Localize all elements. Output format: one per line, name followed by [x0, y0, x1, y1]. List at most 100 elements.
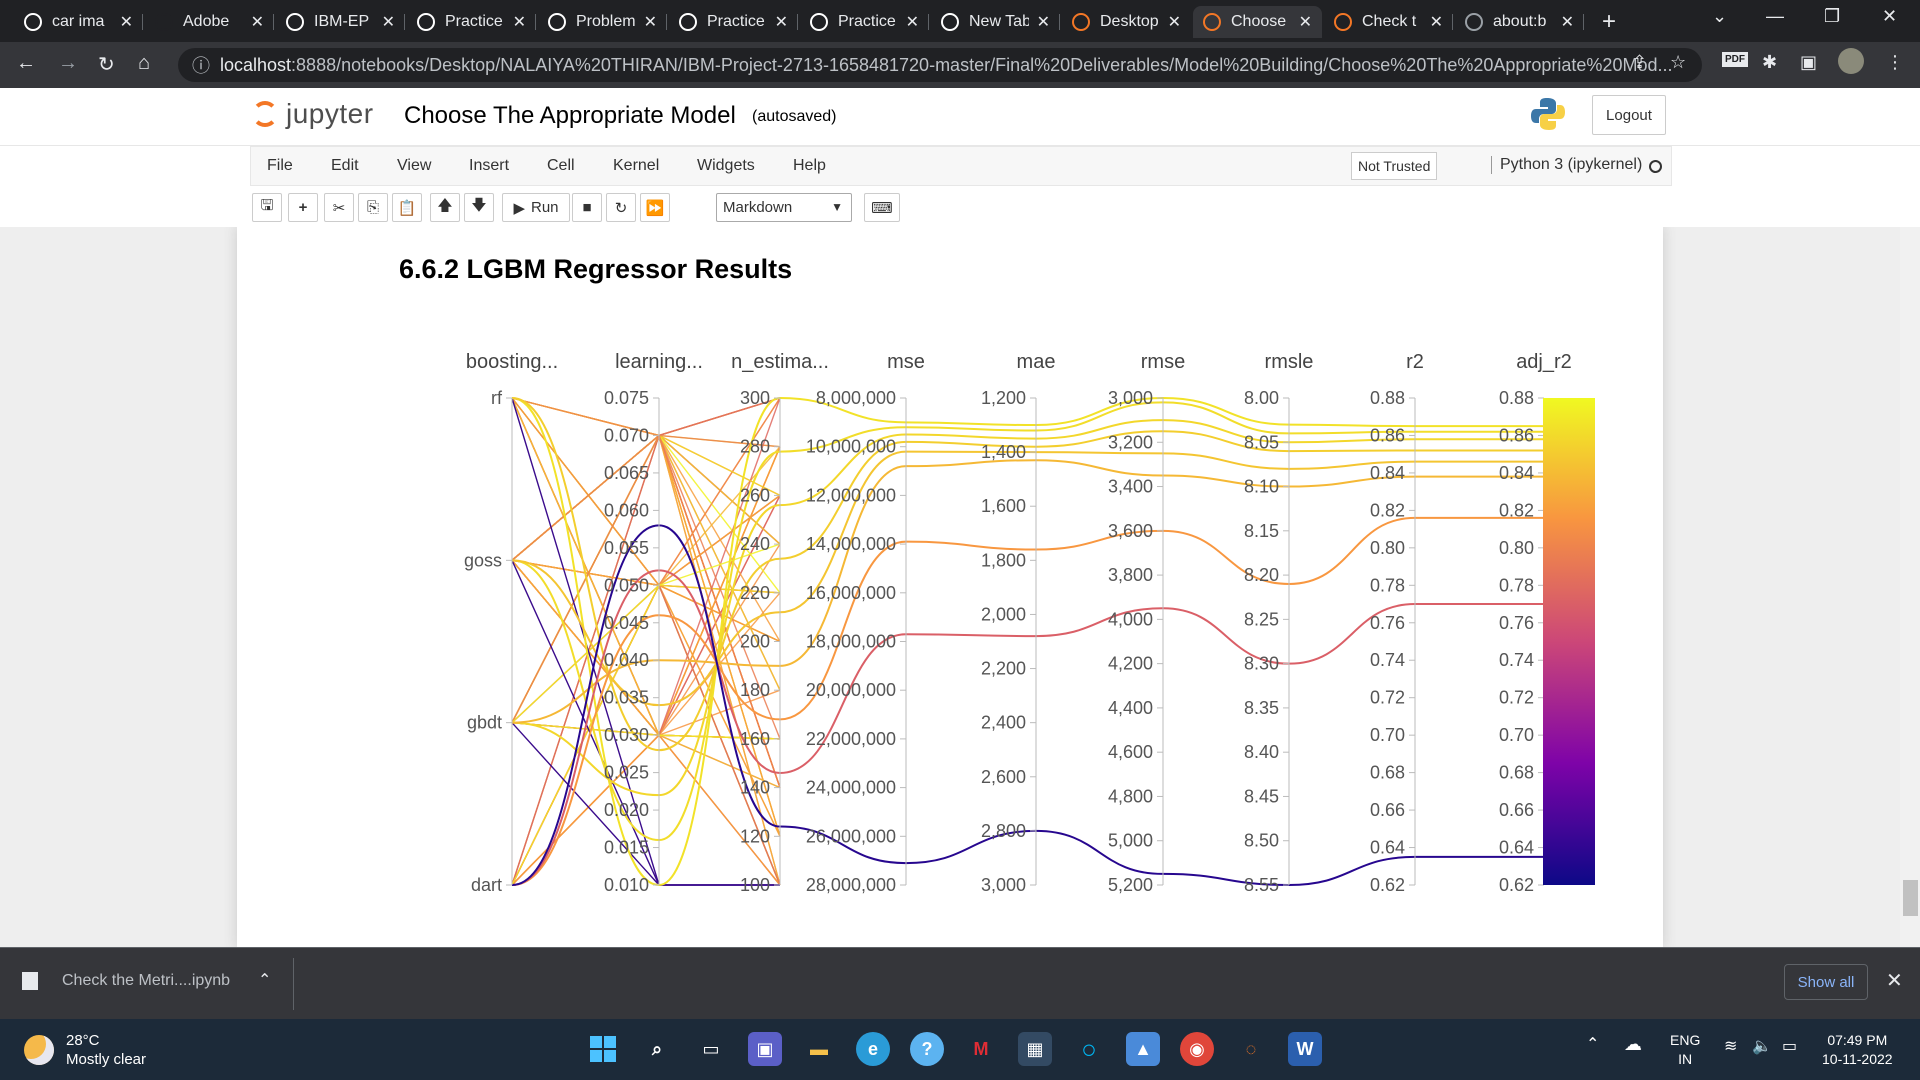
- address-bar[interactable]: ⓘ localhost:8888/notebooks/Desktop/NALAI…: [178, 48, 1702, 82]
- browser-tab[interactable]: Practice ✕: [407, 6, 536, 38]
- interrupt-icon[interactable]: ■: [572, 193, 602, 222]
- menu-view[interactable]: View: [397, 157, 432, 174]
- battery-icon[interactable]: ▭: [1782, 1038, 1798, 1055]
- help-icon[interactable]: ?: [910, 1032, 944, 1066]
- notebook-scrollbar[interactable]: [1900, 227, 1920, 947]
- back-icon[interactable]: ←: [16, 52, 36, 74]
- close-tab-icon[interactable]: ✕: [643, 14, 657, 31]
- tick-label: 0.74: [1499, 650, 1534, 670]
- browser-tab[interactable]: about:b ✕: [1455, 6, 1584, 38]
- tab-search-icon[interactable]: ⌄: [1712, 6, 1728, 26]
- chevron-up-tray-icon[interactable]: ⌃: [1586, 1036, 1600, 1053]
- menu-file[interactable]: File: [267, 157, 293, 174]
- reload-icon[interactable]: ↻: [98, 54, 115, 76]
- browser-tab[interactable]: Practice ✕: [800, 6, 929, 38]
- menu-insert[interactable]: Insert: [469, 157, 510, 174]
- close-window-button[interactable]: ✕: [1882, 6, 1898, 26]
- onedrive-icon[interactable]: ☁: [1624, 1034, 1642, 1054]
- restart-icon[interactable]: ↻: [606, 193, 636, 222]
- chrome-menu-icon[interactable]: ⋮: [1886, 52, 1904, 72]
- close-tab-icon[interactable]: ✕: [512, 14, 526, 31]
- mcafee-icon[interactable]: M: [973, 1038, 989, 1059]
- browser-tab[interactable]: Practice ✕: [669, 6, 798, 38]
- close-tab-icon[interactable]: ✕: [1036, 14, 1050, 31]
- move-up-icon[interactable]: 🡅: [430, 193, 460, 222]
- word-icon[interactable]: W: [1288, 1032, 1322, 1066]
- restore-button[interactable]: ❐: [1824, 6, 1841, 26]
- photos-icon[interactable]: ▲: [1126, 1032, 1160, 1066]
- file-explorer-icon[interactable]: ▬: [810, 1038, 828, 1059]
- browser-tab[interactable]: Choose ✕: [1193, 6, 1322, 38]
- cc-icon: [548, 13, 566, 31]
- browser-tab[interactable]: Desktop ✕: [1062, 6, 1191, 38]
- cortana-icon[interactable]: ○: [1081, 1033, 1097, 1064]
- share-icon[interactable]: ⇪: [1632, 52, 1648, 72]
- close-tab-icon[interactable]: ✕: [381, 14, 395, 31]
- download-item[interactable]: Check the Metri....ipynb: [22, 972, 230, 990]
- close-tab-icon[interactable]: ✕: [119, 14, 133, 31]
- close-tab-icon[interactable]: ✕: [1298, 14, 1312, 31]
- save-icon[interactable]: 🖫: [252, 193, 282, 222]
- move-down-icon[interactable]: 🡇: [464, 193, 494, 222]
- close-tab-icon[interactable]: ✕: [905, 14, 919, 31]
- close-tab-icon[interactable]: ✕: [250, 14, 264, 31]
- browser-tab[interactable]: Check t ✕: [1324, 6, 1453, 38]
- language-indicator[interactable]: ENG IN: [1670, 1031, 1700, 1069]
- new-tab-button[interactable]: +: [1602, 8, 1617, 35]
- tick-label: 8.10: [1244, 477, 1279, 497]
- restart-run-all-icon[interactable]: ⏩: [640, 193, 670, 222]
- clock[interactable]: 07:49 PM 10-11-2022: [1822, 1031, 1893, 1069]
- browser-tab[interactable]: car ima ✕: [14, 6, 143, 38]
- menu-widgets[interactable]: Widgets: [697, 157, 755, 174]
- minimize-button[interactable]: —: [1766, 6, 1784, 26]
- side-panel-icon[interactable]: ▣: [1800, 52, 1818, 72]
- task-view-icon[interactable]: ▭: [702, 1038, 720, 1059]
- search-icon[interactable]: ⌕: [651, 1038, 663, 1059]
- close-tab-icon[interactable]: ✕: [1167, 14, 1181, 31]
- store-icon[interactable]: ▦: [1018, 1032, 1052, 1066]
- bookmark-star-icon[interactable]: ☆: [1670, 52, 1687, 72]
- browser-tab[interactable]: IBM-EP ✕: [276, 6, 405, 38]
- menu-cell[interactable]: Cell: [547, 157, 575, 174]
- weather-widget[interactable]: 28°C Mostly clear: [24, 1031, 146, 1069]
- chrome-icon[interactable]: ◉: [1180, 1032, 1214, 1066]
- volume-icon[interactable]: 🔈: [1752, 1038, 1772, 1055]
- browser-tab[interactable]: Adobe ✕: [145, 6, 274, 38]
- close-tab-icon[interactable]: ✕: [1560, 14, 1574, 31]
- jupyter-taskbar-icon[interactable]: ◌: [1245, 1038, 1257, 1059]
- site-info-icon[interactable]: ⓘ: [192, 56, 210, 76]
- paste-icon[interactable]: 📋: [392, 193, 422, 222]
- profile-avatar[interactable]: [1838, 48, 1864, 74]
- browser-tab[interactable]: New Tab ✕: [931, 6, 1060, 38]
- menu-edit[interactable]: Edit: [331, 157, 359, 174]
- home-icon[interactable]: ⌂: [138, 52, 151, 74]
- tick-label: 1,400: [981, 442, 1026, 462]
- run-button[interactable]: ▶ Run: [502, 193, 570, 222]
- insert-cell-icon[interactable]: +: [288, 193, 318, 222]
- pdf-extension-icon[interactable]: PDF: [1722, 52, 1748, 67]
- menu-help[interactable]: Help: [793, 157, 826, 174]
- command-palette-icon[interactable]: ⌨: [864, 193, 900, 222]
- cut-icon[interactable]: ✂: [324, 193, 354, 222]
- wifi-icon[interactable]: ≋: [1724, 1038, 1738, 1055]
- teams-chat-icon[interactable]: ▣: [748, 1032, 782, 1066]
- scrollbar-thumb[interactable]: [1903, 880, 1918, 916]
- menu-kernel[interactable]: Kernel: [613, 157, 660, 174]
- logout-button[interactable]: Logout: [1592, 95, 1666, 135]
- extensions-icon[interactable]: ✱: [1762, 52, 1778, 72]
- tick-label: 18,000,000: [806, 632, 896, 652]
- cell-type-select[interactable]: Markdown ▼: [716, 193, 852, 222]
- chevron-up-icon[interactable]: ⌃: [258, 972, 272, 989]
- close-tab-icon[interactable]: ✕: [1429, 14, 1443, 31]
- edge-icon[interactable]: e: [856, 1032, 890, 1066]
- notebook-title[interactable]: Choose The Appropriate Model: [404, 102, 736, 129]
- jupyter-logo[interactable]: jupyter: [252, 98, 374, 130]
- show-all-button[interactable]: Show all: [1784, 964, 1868, 1000]
- start-icon[interactable]: [586, 1032, 620, 1066]
- copy-icon[interactable]: ⎘: [358, 193, 388, 222]
- close-tab-icon[interactable]: ✕: [774, 14, 788, 31]
- browser-tab[interactable]: Problem ✕: [538, 6, 667, 38]
- close-download-bar-icon[interactable]: ✕: [1886, 970, 1903, 992]
- forward-icon[interactable]: →: [58, 52, 78, 74]
- trust-indicator[interactable]: Not Trusted: [1351, 152, 1438, 180]
